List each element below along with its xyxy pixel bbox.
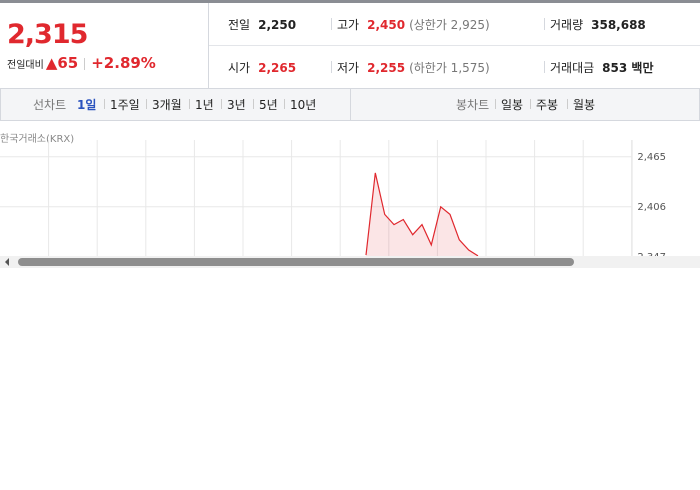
- tab[interactable]: 5년: [259, 98, 278, 112]
- tab-divider: [567, 99, 568, 109]
- y-tick-label: 2,347: [637, 252, 666, 256]
- line: [365, 172, 479, 256]
- top-bar: [0, 0, 700, 3]
- tab[interactable]: 주봉: [536, 98, 559, 112]
- area: [366, 172, 478, 256]
- y-tick-label: 2,465: [637, 152, 666, 163]
- stat-divider: [331, 61, 332, 73]
- stat-label: 고가: [337, 18, 360, 32]
- tab-divider: [221, 99, 222, 109]
- tab[interactable]: 1일: [77, 98, 97, 112]
- price-panel: 2,315 전일대비 ▲65 +2.89%: [0, 3, 209, 88]
- tab-divider: [284, 99, 285, 109]
- stat-item: 거래량 358,688: [550, 16, 646, 33]
- tab-divider: [253, 99, 254, 109]
- tab-group-label: 봉차트: [456, 98, 490, 112]
- tab[interactable]: 1년: [195, 98, 214, 112]
- y-tick-label: 2,406: [637, 202, 666, 213]
- stat-item: 저가 2,255 (하한가 1,575): [337, 59, 490, 76]
- stat-label: 전일: [228, 18, 251, 32]
- tab-divider: [530, 99, 531, 109]
- stat-value: 2,255: [367, 61, 406, 75]
- change-row: 전일대비 ▲65 +2.89%: [7, 54, 156, 72]
- stat-value: 853 백만: [602, 61, 654, 75]
- change-label: 전일대비: [7, 60, 44, 71]
- tab-divider: [495, 99, 496, 109]
- tab[interactable]: 10년: [290, 98, 317, 112]
- tab-divider: [146, 99, 147, 109]
- stat-note: (상한가 2,925): [409, 18, 490, 32]
- stat-label: 저가: [337, 61, 360, 75]
- change-rate: +2.89%: [91, 54, 156, 72]
- price: 2,315: [7, 19, 88, 50]
- tab-group-label: 선차트: [33, 98, 67, 112]
- scroll-thumb[interactable]: [18, 258, 574, 266]
- stat-value: 358,688: [591, 18, 646, 32]
- stat-item: 시가 2,265: [228, 59, 296, 76]
- stat-item: 전일 2,250: [228, 16, 296, 33]
- tab[interactable]: 3년: [227, 98, 246, 112]
- row-divider: [209, 45, 700, 46]
- chart: 2,465 2,406 2,347: [0, 140, 666, 256]
- tab[interactable]: 일봉: [501, 98, 524, 112]
- tab-divider: [189, 99, 190, 109]
- stat-divider: [544, 61, 545, 73]
- stat-value: 2,250: [258, 18, 297, 32]
- stat-note: (하한가 1,575): [409, 61, 490, 75]
- tab[interactable]: 월봉: [573, 98, 596, 112]
- tab-divider: [104, 99, 105, 109]
- source: 한국거래소(KRX): [0, 134, 75, 145]
- toolbar-divider: [350, 88, 351, 120]
- tab[interactable]: 3개월: [152, 98, 182, 112]
- stat-label: 거래량: [550, 18, 584, 32]
- stat-divider: [544, 18, 545, 30]
- stat-value: 2,450: [367, 18, 406, 32]
- stat-item: 고가 2,450 (상한가 2,925): [337, 16, 490, 33]
- stat-divider: [331, 18, 332, 30]
- stat-label: 시가: [228, 61, 251, 75]
- up-icon: ▲: [45, 54, 58, 72]
- stat-value: 2,265: [258, 61, 297, 75]
- stat-item: 거래대금 853 백만: [550, 59, 653, 76]
- change: 65: [57, 54, 79, 72]
- scroll-left[interactable]: [3, 257, 11, 267]
- tab[interactable]: 1주일: [110, 98, 140, 112]
- stat-label: 거래대금: [550, 61, 595, 75]
